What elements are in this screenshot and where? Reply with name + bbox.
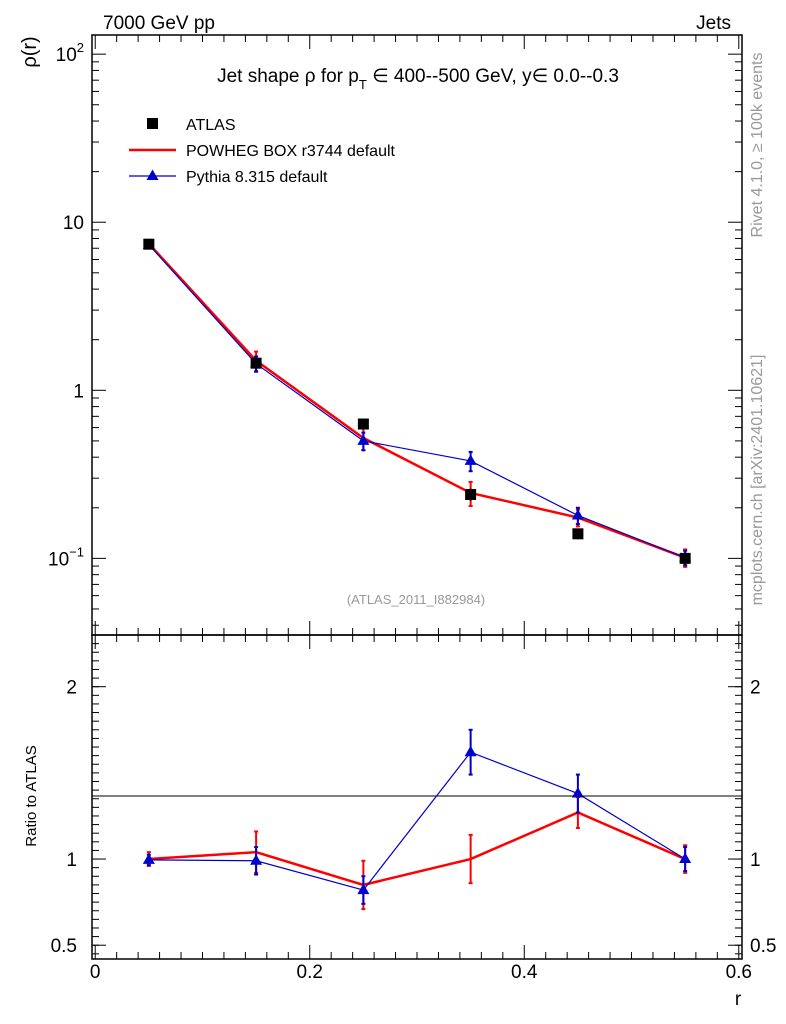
pythia-data-point (357, 883, 370, 895)
powheg-line (148, 811, 686, 887)
main-axis-ticks (92, 35, 742, 635)
ratio-y-tick-label: 0.5 (51, 936, 77, 957)
pythia-data-point (357, 434, 370, 445)
powheg-line (147, 242, 686, 559)
pythia-data-point (571, 508, 584, 520)
main-y-tick-labels: 10−1 1 10 102 (48, 40, 84, 570)
ratio-frame (91, 634, 743, 960)
ratio-tick-labels: 0.5 0.5 1 1 2 2 0 0.2 0.4 0.6 (51, 678, 777, 983)
ratio-y-tick-label-right: 2 (750, 678, 761, 699)
atlas-data-point (572, 528, 584, 540)
ratio-y-label: Ratio to ATLAS (23, 745, 40, 846)
ratio-axis-ticks (92, 635, 742, 959)
x-axis-label: r (735, 989, 742, 1010)
y-tick-label: 10 (63, 213, 84, 234)
pythia-data-point (571, 787, 584, 798)
ratio-y-tick-label: 1 (66, 850, 77, 871)
pythia-data-point (464, 454, 477, 465)
legend-label-powheg: POWHEG BOX r3744 default (186, 143, 396, 160)
ratio-data-series (142, 728, 692, 911)
legend: ATLAS POWHEG BOX r3744 default Pythia 8.… (129, 117, 396, 186)
main-panel: Jet shape ρ for pT ∈ 400--500 GeV, y∈ 0.… (19, 34, 743, 636)
legend-label-pythia: Pythia 8.315 default (186, 169, 328, 186)
pythia-data-point (464, 745, 477, 757)
ratio-panel: Ratio to ATLAS r 0.5 0.5 1 1 2 2 0 0.2 0.4 0.6 (23, 634, 777, 1010)
header-left: 7000 GeV pp (103, 13, 215, 34)
main-title: Jet shape ρ for pT ∈ 400--500 GeV, y∈ 0.… (217, 66, 619, 92)
main-data-series (142, 238, 692, 568)
y-tick-label: 102 (56, 40, 84, 66)
y-tick-label: 10−1 (48, 544, 84, 570)
atlas-data-point (250, 357, 262, 369)
y-axis-label: ρ(r) (19, 36, 41, 67)
atlas-data-point (465, 488, 477, 500)
mcplots-label: mcplots.cern.ch [arXiv:2401.10621] (749, 355, 766, 606)
x-tick-label: 0 (90, 962, 101, 983)
atlas-data-point (143, 238, 155, 250)
pythia-line (148, 751, 686, 891)
pythia-data-point (679, 852, 692, 864)
x-tick-label: 0.2 (297, 962, 323, 983)
atlas-data-point (357, 418, 369, 430)
pythia-data-point (142, 853, 155, 864)
header-right: Jets (696, 13, 731, 34)
pythia-data-point (250, 854, 263, 865)
y-tick-label: 1 (73, 381, 84, 402)
pythia-line (148, 244, 686, 559)
legend-label-atlas: ATLAS (186, 117, 236, 134)
ratio-y-tick-label: 2 (66, 678, 77, 699)
legend-marker-pythia (146, 169, 159, 180)
rivet-label: Rivet 4.1.0, ≥ 100k events (749, 53, 766, 238)
legend-marker-atlas (147, 118, 158, 129)
x-tick-label: 0.4 (511, 962, 538, 983)
analysis-watermark: (ATLAS_2011_I882984) (347, 592, 485, 607)
ratio-y-tick-label-right: 0.5 (750, 936, 776, 957)
x-tick-label: 0.6 (726, 962, 752, 983)
atlas-data-point (679, 552, 691, 564)
ratio-y-tick-label-right: 1 (750, 850, 761, 871)
